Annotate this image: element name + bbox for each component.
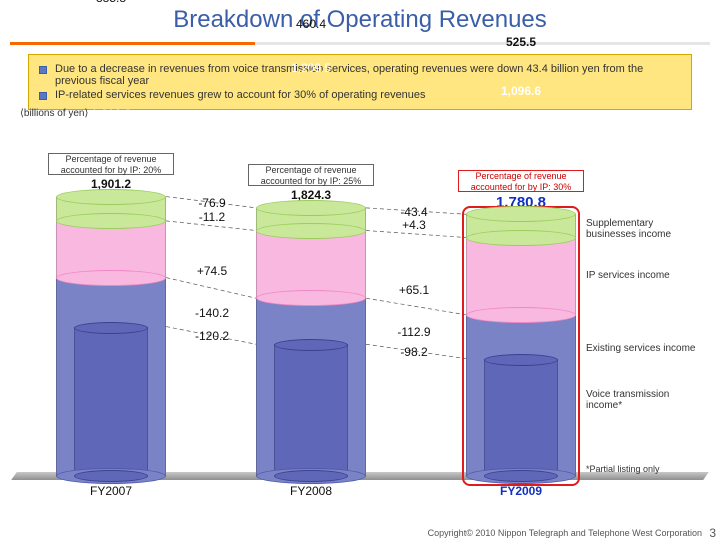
cyl-top-cap [256,200,366,216]
delta-label: -112.9 [384,325,444,339]
val-voice: 798.1 [466,157,576,171]
voice-top-cap [484,354,558,366]
segment-voice [274,344,348,476]
delta-label: -98.2 [384,345,444,359]
slide: Breakdown of Operating Revenues Due to a… [0,0,720,540]
delta-label: +4.3 [384,218,444,232]
val-voice: 1,016.6 [56,107,166,121]
segment-voice [74,327,148,476]
column: 154.3460.41,209.5896.4 [256,208,366,476]
bullet-square-icon [39,92,47,100]
val-exist: 1,209.5 [256,61,366,75]
val-voice: 896.4 [256,136,366,150]
voice-inner [274,344,348,476]
voice-inner [74,327,148,476]
segment-ip [466,238,576,315]
voice-top-cap [74,322,148,334]
partial-listing-note: *Partial listing only [586,464,660,474]
category-label: Voice transmission income* [586,389,704,411]
delta-label: +65.1 [384,283,444,297]
bullet-1-text: Due to a decrease in revenues from voice… [55,63,681,87]
voice-inner [484,359,558,476]
ip-percentage-box: Percentage of revenue accounted for by I… [248,164,374,186]
bullet-2: IP-related services revenues grew to acc… [39,89,681,101]
segment-ip [256,231,366,299]
delta-label: -76.9 [182,196,242,210]
copyright: Copyright© 2010 Nippon Telegraph and Tel… [428,528,702,538]
category-label: Existing services income [586,343,695,354]
ip-percentage-box: Percentage of revenue accounted for by I… [458,170,584,192]
segment-voice [484,359,558,476]
bullet-square-icon [39,66,47,74]
ip-percentage-box: Percentage of revenue accounted for by I… [48,153,174,175]
voice-bottom-cap [274,470,348,482]
cyl-cap [466,230,576,246]
page-number: 3 [709,526,716,540]
category-label: IP services income [586,270,670,281]
delta-label: -120.2 [182,329,242,343]
val-ip: 460.4 [256,17,366,31]
val-ip: 525.5 [466,35,576,49]
voice-bottom-cap [484,470,558,482]
column: 165.5385.81,349.81,016.6 [56,197,166,476]
stacked-cylinder-chart: Percentage of revenue accounted for by I… [14,122,706,502]
x-axis-label: FY2009 [466,484,576,498]
cyl-cap [256,223,366,239]
cyl-cap [56,213,166,229]
delta-label: -140.2 [182,306,242,320]
cyl-cap [466,307,576,323]
column: 158.6525.51,096.6798.1 [466,214,576,476]
category-label: Supplementary businesses income [586,218,704,240]
val-exist: 1,096.6 [466,84,576,98]
cyl-top-cap [56,189,166,205]
val-exist: 1,349.8 [56,29,166,43]
bullet-2-text: IP-related services revenues grew to acc… [55,89,426,101]
x-axis-label: FY2007 [56,484,166,498]
delta-label: +74.5 [182,264,242,278]
delta-label: -11.2 [182,210,242,224]
voice-bottom-cap [74,470,148,482]
delta-label: -43.4 [384,205,444,219]
val-ip: 385.8 [56,0,166,5]
cyl-cap [56,270,166,286]
x-axis-label: FY2008 [256,484,366,498]
